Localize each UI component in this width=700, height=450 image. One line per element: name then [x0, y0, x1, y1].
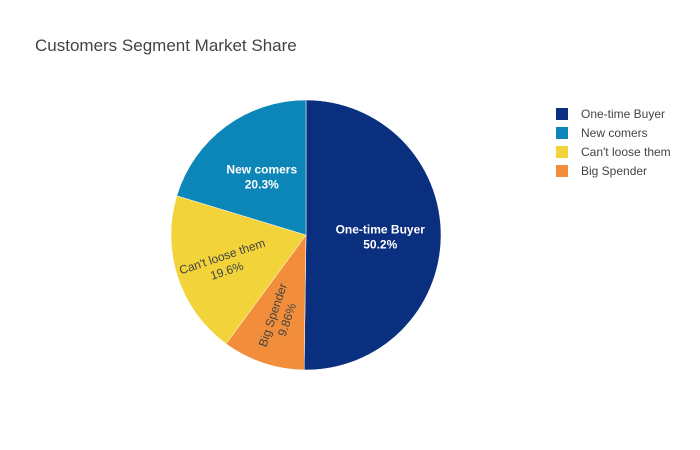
slice-label-name: New comers [226, 162, 297, 176]
slice-label-percent: 20.3% [245, 177, 279, 191]
legend: One-time Buyer New comers Can't loose them… [556, 107, 671, 178]
legend-swatch [556, 146, 568, 158]
legend-item-one-time-buyer[interactable]: One-time Buyer [556, 107, 665, 121]
legend-item-can-t-loose-them[interactable]: Can't loose them [556, 145, 671, 159]
legend-swatch [556, 108, 568, 120]
pie-slice-one-time-buyer[interactable] [303, 99, 442, 371]
pie-slice-new-comers[interactable] [176, 99, 307, 236]
legend-item-big-spender[interactable]: Big Spender [556, 164, 647, 178]
pie-slices [170, 99, 442, 371]
legend-swatch [556, 165, 568, 177]
slice-label-percent: 50.2% [363, 238, 397, 252]
slice-label-name: One-time Buyer [336, 223, 426, 237]
chart-title: Customers Segment Market Share [35, 36, 297, 55]
legend-label: New comers [581, 126, 648, 140]
legend-item-new-comers[interactable]: New comers [556, 126, 648, 140]
legend-swatch [556, 127, 568, 139]
pie-slice-big-spender[interactable] [225, 234, 307, 371]
legend-label: Big Spender [581, 164, 647, 178]
legend-label: Can't loose them [581, 145, 671, 159]
legend-label: One-time Buyer [581, 107, 665, 121]
pie-slice-can-t-loose-them[interactable] [170, 195, 307, 345]
